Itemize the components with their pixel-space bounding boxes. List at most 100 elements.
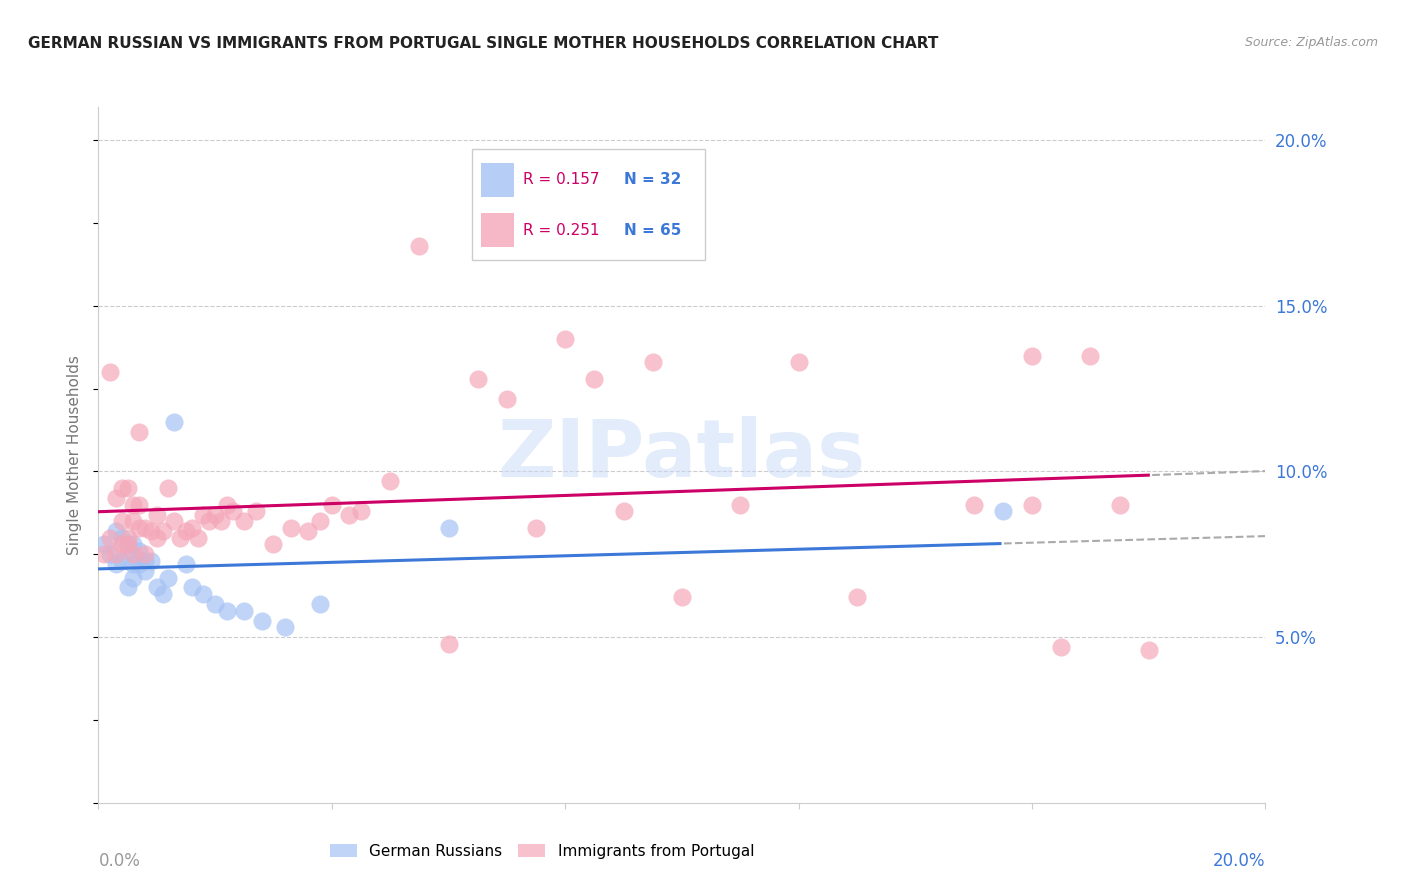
Point xyxy=(1021,349,1043,363)
Point xyxy=(350,504,373,518)
Point xyxy=(174,558,197,572)
Point xyxy=(380,475,402,489)
Point xyxy=(280,521,302,535)
Point xyxy=(134,554,156,568)
Point xyxy=(146,531,169,545)
Point xyxy=(204,597,226,611)
Point xyxy=(612,504,634,518)
Point xyxy=(215,604,238,618)
Text: 0.0%: 0.0% xyxy=(98,853,141,871)
Point xyxy=(262,537,284,551)
Bar xyxy=(481,213,513,247)
Text: GERMAN RUSSIAN VS IMMIGRANTS FROM PORTUGAL SINGLE MOTHER HOUSEHOLDS CORRELATION : GERMAN RUSSIAN VS IMMIGRANTS FROM PORTUG… xyxy=(28,36,938,51)
Point xyxy=(152,587,174,601)
Point xyxy=(467,372,489,386)
Text: 20.0%: 20.0% xyxy=(1213,853,1265,871)
Point xyxy=(408,239,430,253)
Point xyxy=(1021,498,1043,512)
Point xyxy=(111,537,134,551)
Point xyxy=(139,554,162,568)
Bar xyxy=(481,163,513,196)
Text: Source: ZipAtlas.com: Source: ZipAtlas.com xyxy=(1244,36,1378,49)
Point xyxy=(309,514,332,528)
Point xyxy=(297,524,319,538)
Point xyxy=(193,587,215,601)
Point xyxy=(233,514,256,528)
Point xyxy=(962,498,984,512)
Point xyxy=(245,504,267,518)
Point xyxy=(104,491,127,505)
Point xyxy=(787,355,810,369)
Point xyxy=(163,514,186,528)
Point xyxy=(122,537,145,551)
Point xyxy=(157,481,180,495)
Point xyxy=(337,508,360,522)
Point xyxy=(93,547,115,561)
Point xyxy=(187,531,209,545)
Point xyxy=(128,521,150,535)
Point xyxy=(117,531,139,545)
Point xyxy=(98,365,121,379)
Point xyxy=(250,614,273,628)
Point xyxy=(554,332,576,346)
Point xyxy=(98,547,121,561)
Point xyxy=(104,524,127,538)
Point xyxy=(128,498,150,512)
Point xyxy=(134,564,156,578)
Point xyxy=(117,537,139,551)
Point xyxy=(128,544,150,558)
Point xyxy=(128,425,150,439)
Point xyxy=(198,514,221,528)
Point xyxy=(730,498,752,512)
Point xyxy=(991,504,1014,518)
Point xyxy=(437,637,460,651)
Point xyxy=(321,498,343,512)
Point xyxy=(163,415,186,429)
Text: R = 0.157: R = 0.157 xyxy=(523,172,600,187)
Point xyxy=(309,597,332,611)
Point xyxy=(221,504,243,518)
Point xyxy=(157,570,180,584)
Point xyxy=(128,558,150,572)
Point xyxy=(111,531,134,545)
Point xyxy=(215,498,238,512)
Point xyxy=(117,544,139,558)
Point xyxy=(111,514,134,528)
Point xyxy=(146,581,169,595)
Legend: German Russians, Immigrants from Portugal: German Russians, Immigrants from Portuga… xyxy=(323,838,761,864)
Point xyxy=(274,620,297,634)
Point xyxy=(496,392,519,406)
Point xyxy=(204,508,226,522)
Point xyxy=(233,604,256,618)
Point xyxy=(122,514,145,528)
Point xyxy=(1080,349,1102,363)
Y-axis label: Single Mother Households: Single Mother Households xyxy=(67,355,83,555)
Point xyxy=(1050,640,1073,654)
Point xyxy=(209,514,232,528)
Point xyxy=(111,554,134,568)
Point xyxy=(117,581,139,595)
Point xyxy=(117,537,139,551)
Point xyxy=(146,508,169,522)
Point xyxy=(122,547,145,561)
Point xyxy=(1108,498,1130,512)
Point xyxy=(193,508,215,522)
FancyBboxPatch shape xyxy=(472,149,706,260)
Point xyxy=(104,547,127,561)
Point xyxy=(169,531,191,545)
Point xyxy=(122,498,145,512)
Text: N = 65: N = 65 xyxy=(624,222,681,237)
Text: N = 32: N = 32 xyxy=(624,172,681,187)
Point xyxy=(641,355,664,369)
Point xyxy=(117,481,139,495)
Point xyxy=(139,524,162,538)
Text: R = 0.251: R = 0.251 xyxy=(523,222,600,237)
Point xyxy=(93,537,115,551)
Point xyxy=(152,524,174,538)
Text: ZIPatlas: ZIPatlas xyxy=(498,416,866,494)
Point xyxy=(122,570,145,584)
Point xyxy=(671,591,693,605)
Point xyxy=(111,481,134,495)
Point xyxy=(134,547,156,561)
Point xyxy=(1137,643,1160,657)
